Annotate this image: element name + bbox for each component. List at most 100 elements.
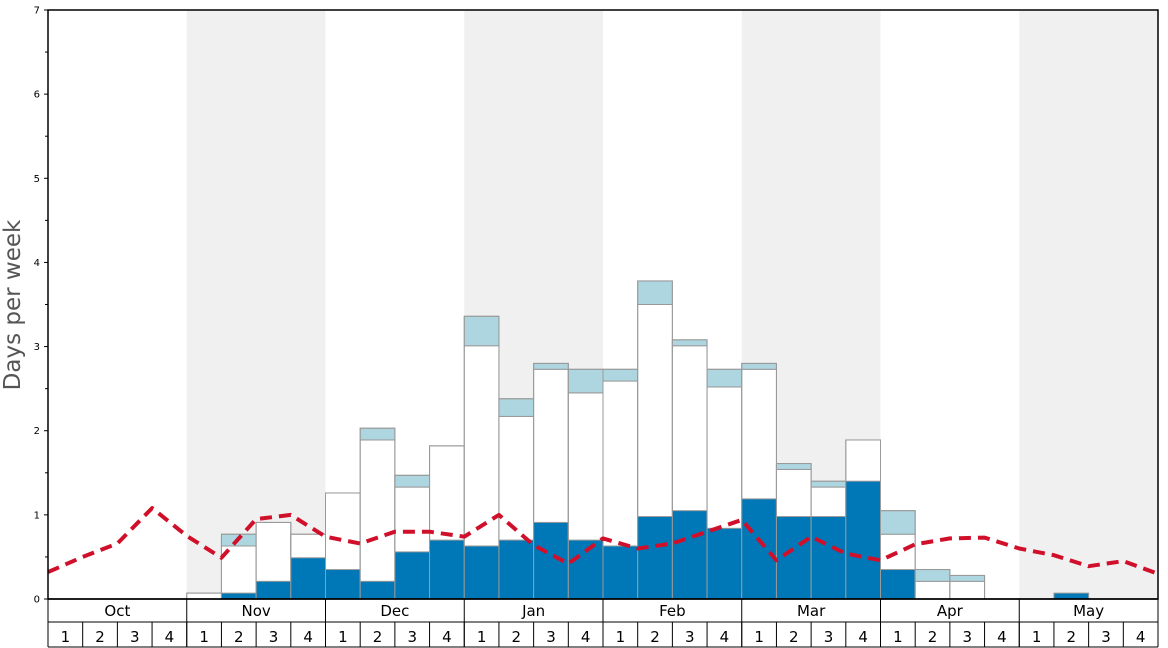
week-label: 4 xyxy=(442,628,452,646)
month-label-dec: Dec xyxy=(380,602,409,620)
bar-segment xyxy=(464,545,499,599)
bar-segment xyxy=(741,362,777,370)
bar-segment xyxy=(949,580,986,600)
y-tick-label: 7 xyxy=(34,6,40,17)
week-label: 3 xyxy=(130,628,140,646)
bar-segment xyxy=(360,581,395,599)
week-label: 4 xyxy=(720,628,730,646)
bar-segment xyxy=(880,533,916,571)
week-label: 1 xyxy=(754,628,764,646)
bar-segment xyxy=(810,480,847,488)
bar-segment xyxy=(394,474,431,488)
week-label: 3 xyxy=(824,628,834,646)
y-tick-label: 1 xyxy=(34,510,40,521)
month-bands xyxy=(186,10,1158,599)
month-label-feb: Feb xyxy=(659,602,686,620)
bar-segment xyxy=(325,492,361,571)
week-label: 1 xyxy=(199,628,209,646)
week-label: 1 xyxy=(616,628,626,646)
bar-segment xyxy=(463,345,500,547)
bar-segment xyxy=(498,540,534,599)
bar-segment xyxy=(533,368,569,523)
week-label: 2 xyxy=(95,628,105,646)
bar-segment xyxy=(706,386,743,529)
week-label: 4 xyxy=(858,628,868,646)
bar-segment xyxy=(637,280,673,306)
y-tick-label: 4 xyxy=(34,258,40,269)
week-label: 4 xyxy=(165,628,175,646)
bar-segment xyxy=(949,574,986,582)
week-label: 2 xyxy=(650,628,660,646)
trend-line-path xyxy=(47,506,1159,576)
bar-segment xyxy=(775,463,812,470)
week-label: 3 xyxy=(269,628,279,646)
week-label: 4 xyxy=(1136,628,1146,646)
bar-segment xyxy=(671,339,708,347)
bar-segment xyxy=(845,481,881,599)
month-label-may: May xyxy=(1073,602,1104,620)
y-tick-label: 3 xyxy=(34,342,40,353)
week-label: 3 xyxy=(407,628,417,646)
week-label: 1 xyxy=(61,628,71,646)
bar-segment xyxy=(567,392,604,541)
bar-segment xyxy=(359,439,396,582)
week-label: 3 xyxy=(1101,628,1111,646)
bar-segment xyxy=(498,415,535,541)
bar-segment xyxy=(776,516,812,599)
month-label-oct: Oct xyxy=(104,602,130,620)
bar-segment xyxy=(567,368,604,394)
week-label: 2 xyxy=(789,628,799,646)
week-label: 4 xyxy=(581,628,591,646)
bar-segment xyxy=(741,368,777,500)
y-tick-label: 6 xyxy=(34,90,40,101)
month-label-jan: Jan xyxy=(521,602,545,620)
week-label: 4 xyxy=(997,628,1007,646)
bar-segment xyxy=(880,510,916,535)
bar-segment xyxy=(637,516,673,599)
bar-segment xyxy=(290,557,326,599)
bar-segment xyxy=(914,569,951,582)
bar-segment xyxy=(325,569,361,599)
week-label: 3 xyxy=(685,628,695,646)
bar-segment xyxy=(706,368,743,388)
bar-segment xyxy=(498,398,535,417)
y-tick-label: 0 xyxy=(34,595,40,606)
bar-segment xyxy=(707,528,742,599)
bar-segment xyxy=(845,439,881,482)
bar-segment xyxy=(602,380,639,547)
bar-segment xyxy=(602,368,639,382)
bar-segment xyxy=(255,521,292,582)
y-tick-label: 5 xyxy=(34,174,40,185)
y-tick-label: 2 xyxy=(34,426,40,437)
bar-segment xyxy=(775,468,812,518)
x-axis-table: Oct Nov Dec Jan Feb Mar Apr May 1 2 3 4 1 2 3 4 1 2 3 4 1 2 3 4… xyxy=(47,598,1159,648)
month-label-nov: Nov xyxy=(241,602,270,620)
bar-segment xyxy=(429,445,465,541)
bar-segment xyxy=(914,580,951,600)
bar-segment xyxy=(221,593,257,599)
bar-segment xyxy=(603,545,638,599)
week-label: 1 xyxy=(893,628,903,646)
week-label: 2 xyxy=(1067,628,1077,646)
week-label: 3 xyxy=(546,628,556,646)
bar-segment xyxy=(359,427,396,441)
bar-segment xyxy=(463,315,500,347)
bars xyxy=(186,280,1090,600)
bar-segment xyxy=(533,362,569,370)
bar-segment xyxy=(880,569,916,599)
bar-segment xyxy=(394,551,430,599)
bar-segment xyxy=(741,498,777,599)
week-label: 1 xyxy=(338,628,348,646)
bar-segment xyxy=(394,486,431,553)
week-label: 2 xyxy=(928,628,938,646)
bar-segment xyxy=(637,304,673,518)
bar-segment xyxy=(256,581,291,599)
bar-segment xyxy=(810,486,847,518)
y-axis-label: Days per week xyxy=(0,219,26,390)
month-band-may xyxy=(1019,10,1158,599)
week-label: 3 xyxy=(962,628,972,646)
bar-segment xyxy=(186,592,222,600)
bar-segment xyxy=(290,533,326,559)
bar-segment xyxy=(671,345,708,512)
